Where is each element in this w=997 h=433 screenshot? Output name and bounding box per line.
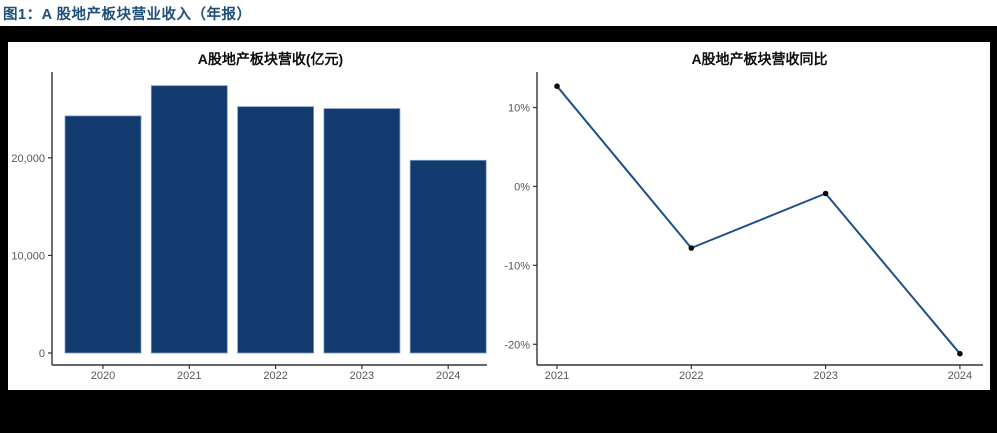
data-point-2022 [688, 245, 695, 251]
x-tick-label: 2020 [91, 370, 115, 382]
bar-2024 [409, 159, 487, 354]
y-tick-label: 10,000 [11, 250, 45, 262]
x-tick-label: 2023 [350, 370, 374, 382]
bar-chart: 0 10,000 20,000 2020 2021 2022 2023 2024 [11, 72, 487, 382]
bar-2022 [237, 106, 315, 354]
figure-frame: A股地产板块营收(亿元) 0 10,000 20,000 2020 2021 2022 20… [0, 26, 997, 433]
trend-line [556, 85, 961, 355]
bar-chart-title: A股地产板块营收(亿元) [197, 51, 344, 67]
bar-2023 [323, 108, 401, 354]
data-point-2023 [822, 190, 829, 197]
x-tick-label: 2022 [263, 370, 287, 382]
y-tick-label: -10% [504, 260, 530, 272]
y-tick-label: -20% [504, 339, 530, 351]
line-chart-title: A股地产板块营收同比 [691, 51, 828, 67]
x-tick-label: 2021 [177, 370, 201, 382]
bar-2020 [64, 115, 142, 354]
y-tick-label: 20,000 [11, 153, 45, 165]
x-tick-label: 2023 [813, 370, 837, 382]
charts-panel: A股地产板块营收(亿元) 0 10,000 20,000 2020 2021 2022 20… [8, 42, 990, 390]
x-tick-label: 2024 [948, 370, 972, 382]
bar-chart-panel: A股地产板块营收(亿元) 0 10,000 20,000 2020 2021 2022 20… [8, 42, 497, 390]
x-tick-label: 2022 [679, 370, 703, 382]
line-chart-panel: A股地产板块营收同比 10% 0% -10% -20% 2021 2022 2023 2024 [497, 42, 990, 390]
x-tick-label: 2024 [436, 370, 460, 382]
bar-2021 [150, 85, 228, 354]
line-chart: 10% 0% -10% -20% 2021 2022 2023 2024 [504, 72, 983, 382]
data-point-2024 [957, 350, 963, 357]
y-tick-label: 10% [508, 103, 530, 115]
y-tick-label: 0% [514, 181, 530, 193]
x-tick-label: 2021 [545, 370, 569, 382]
y-tick-label: 0 [39, 348, 45, 360]
data-point-2021 [554, 83, 560, 89]
figure-caption: 图1：A 股地产板块营业收入（年报） [3, 7, 252, 23]
